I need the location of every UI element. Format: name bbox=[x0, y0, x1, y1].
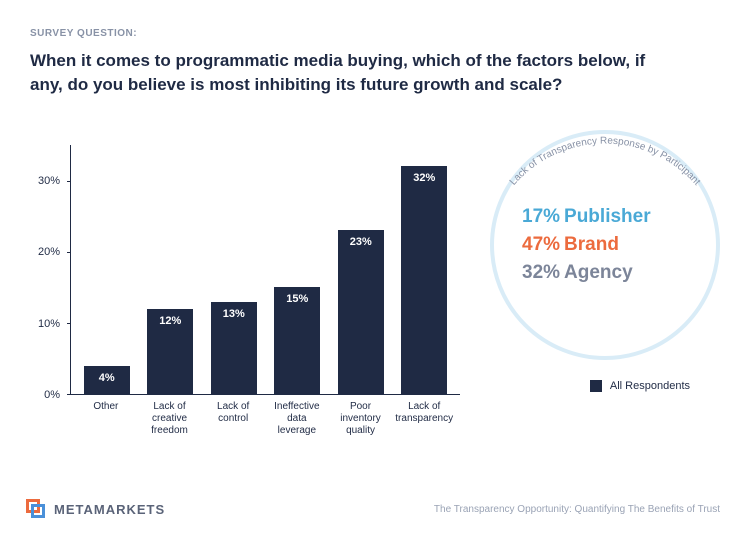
legend-swatch bbox=[590, 380, 602, 392]
logo-text: METAMARKETS bbox=[54, 502, 165, 517]
y-tick-label: 10% bbox=[38, 318, 60, 330]
breakdown-circle: Lack of Transparency Response by Partici… bbox=[490, 130, 720, 360]
x-axis-label: Other bbox=[74, 395, 138, 435]
bar-group: 4% 12% 13% 15% 23% 32% bbox=[71, 145, 460, 394]
bar-column: 4% bbox=[75, 145, 139, 394]
x-axis-label: Poor inventoryquality bbox=[329, 395, 393, 435]
bar-value-label: 15% bbox=[286, 293, 308, 305]
bar-chart: 0%10%20%30% 4%12%13%15%23%32% OtherLack … bbox=[30, 145, 460, 435]
x-axis-label: Lack ofcontrol bbox=[201, 395, 265, 435]
chart-legend: All Respondents bbox=[590, 380, 690, 392]
breakdown-row: 47%Brand bbox=[522, 234, 619, 256]
x-axis-label: Lack oftransparency bbox=[392, 395, 456, 435]
bar: 15% bbox=[274, 287, 320, 394]
x-axis-labels: OtherLack ofcreative freedomLack ofcontr… bbox=[70, 395, 460, 435]
eyebrow-label: SURVEY QUESTION: bbox=[30, 28, 720, 39]
bar-value-label: 23% bbox=[350, 236, 372, 248]
bar: 13% bbox=[211, 302, 257, 394]
bar: 23% bbox=[338, 230, 384, 394]
bar: 32% bbox=[401, 166, 447, 394]
y-tick-mark bbox=[67, 252, 71, 253]
x-axis-label: Lack ofcreative freedom bbox=[138, 395, 202, 435]
survey-question: When it comes to programmatic media buyi… bbox=[30, 49, 650, 97]
y-tick-label: 0% bbox=[44, 389, 60, 401]
chart-plot: 4% 12% 13% 15% 23% 32% bbox=[70, 145, 460, 395]
bar-column: 23% bbox=[329, 145, 393, 394]
logo-mark-icon bbox=[26, 499, 46, 519]
x-axis-label: Ineffectivedata leverage bbox=[265, 395, 329, 435]
breakdown-row: 32%Agency bbox=[522, 262, 633, 284]
bar-value-label: 32% bbox=[413, 172, 435, 184]
bar-value-label: 12% bbox=[159, 315, 181, 327]
breakdown-pct: 47% bbox=[522, 234, 560, 255]
brand-logo: METAMARKETS bbox=[26, 499, 165, 519]
breakdown-pct: 32% bbox=[522, 262, 560, 283]
source-citation: The Transparency Opportunity: Quantifyin… bbox=[434, 504, 720, 515]
y-tick-label: 20% bbox=[38, 246, 60, 258]
breakdown-items: 17%Publisher47%Brand32%Agency bbox=[490, 130, 720, 360]
bar-value-label: 4% bbox=[99, 372, 115, 384]
y-tick-mark bbox=[67, 181, 71, 182]
breakdown-label: Brand bbox=[564, 234, 619, 255]
y-axis: 0%10%20%30% bbox=[30, 145, 66, 395]
legend-label: All Respondents bbox=[610, 380, 690, 392]
bar-column: 13% bbox=[202, 145, 266, 394]
breakdown-label: Publisher bbox=[564, 206, 651, 227]
y-tick-mark bbox=[67, 323, 71, 324]
breakdown-row: 17%Publisher bbox=[522, 206, 651, 228]
breakdown-pct: 17% bbox=[522, 206, 560, 227]
bar-column: 32% bbox=[393, 145, 457, 394]
bar: 12% bbox=[147, 309, 193, 394]
bar-value-label: 13% bbox=[223, 308, 245, 320]
footer: METAMARKETS The Transparency Opportunity… bbox=[26, 499, 720, 519]
bar-column: 15% bbox=[266, 145, 330, 394]
breakdown-label: Agency bbox=[564, 262, 633, 283]
bar: 4% bbox=[84, 366, 130, 394]
y-tick-label: 30% bbox=[38, 175, 60, 187]
bar-column: 12% bbox=[139, 145, 203, 394]
